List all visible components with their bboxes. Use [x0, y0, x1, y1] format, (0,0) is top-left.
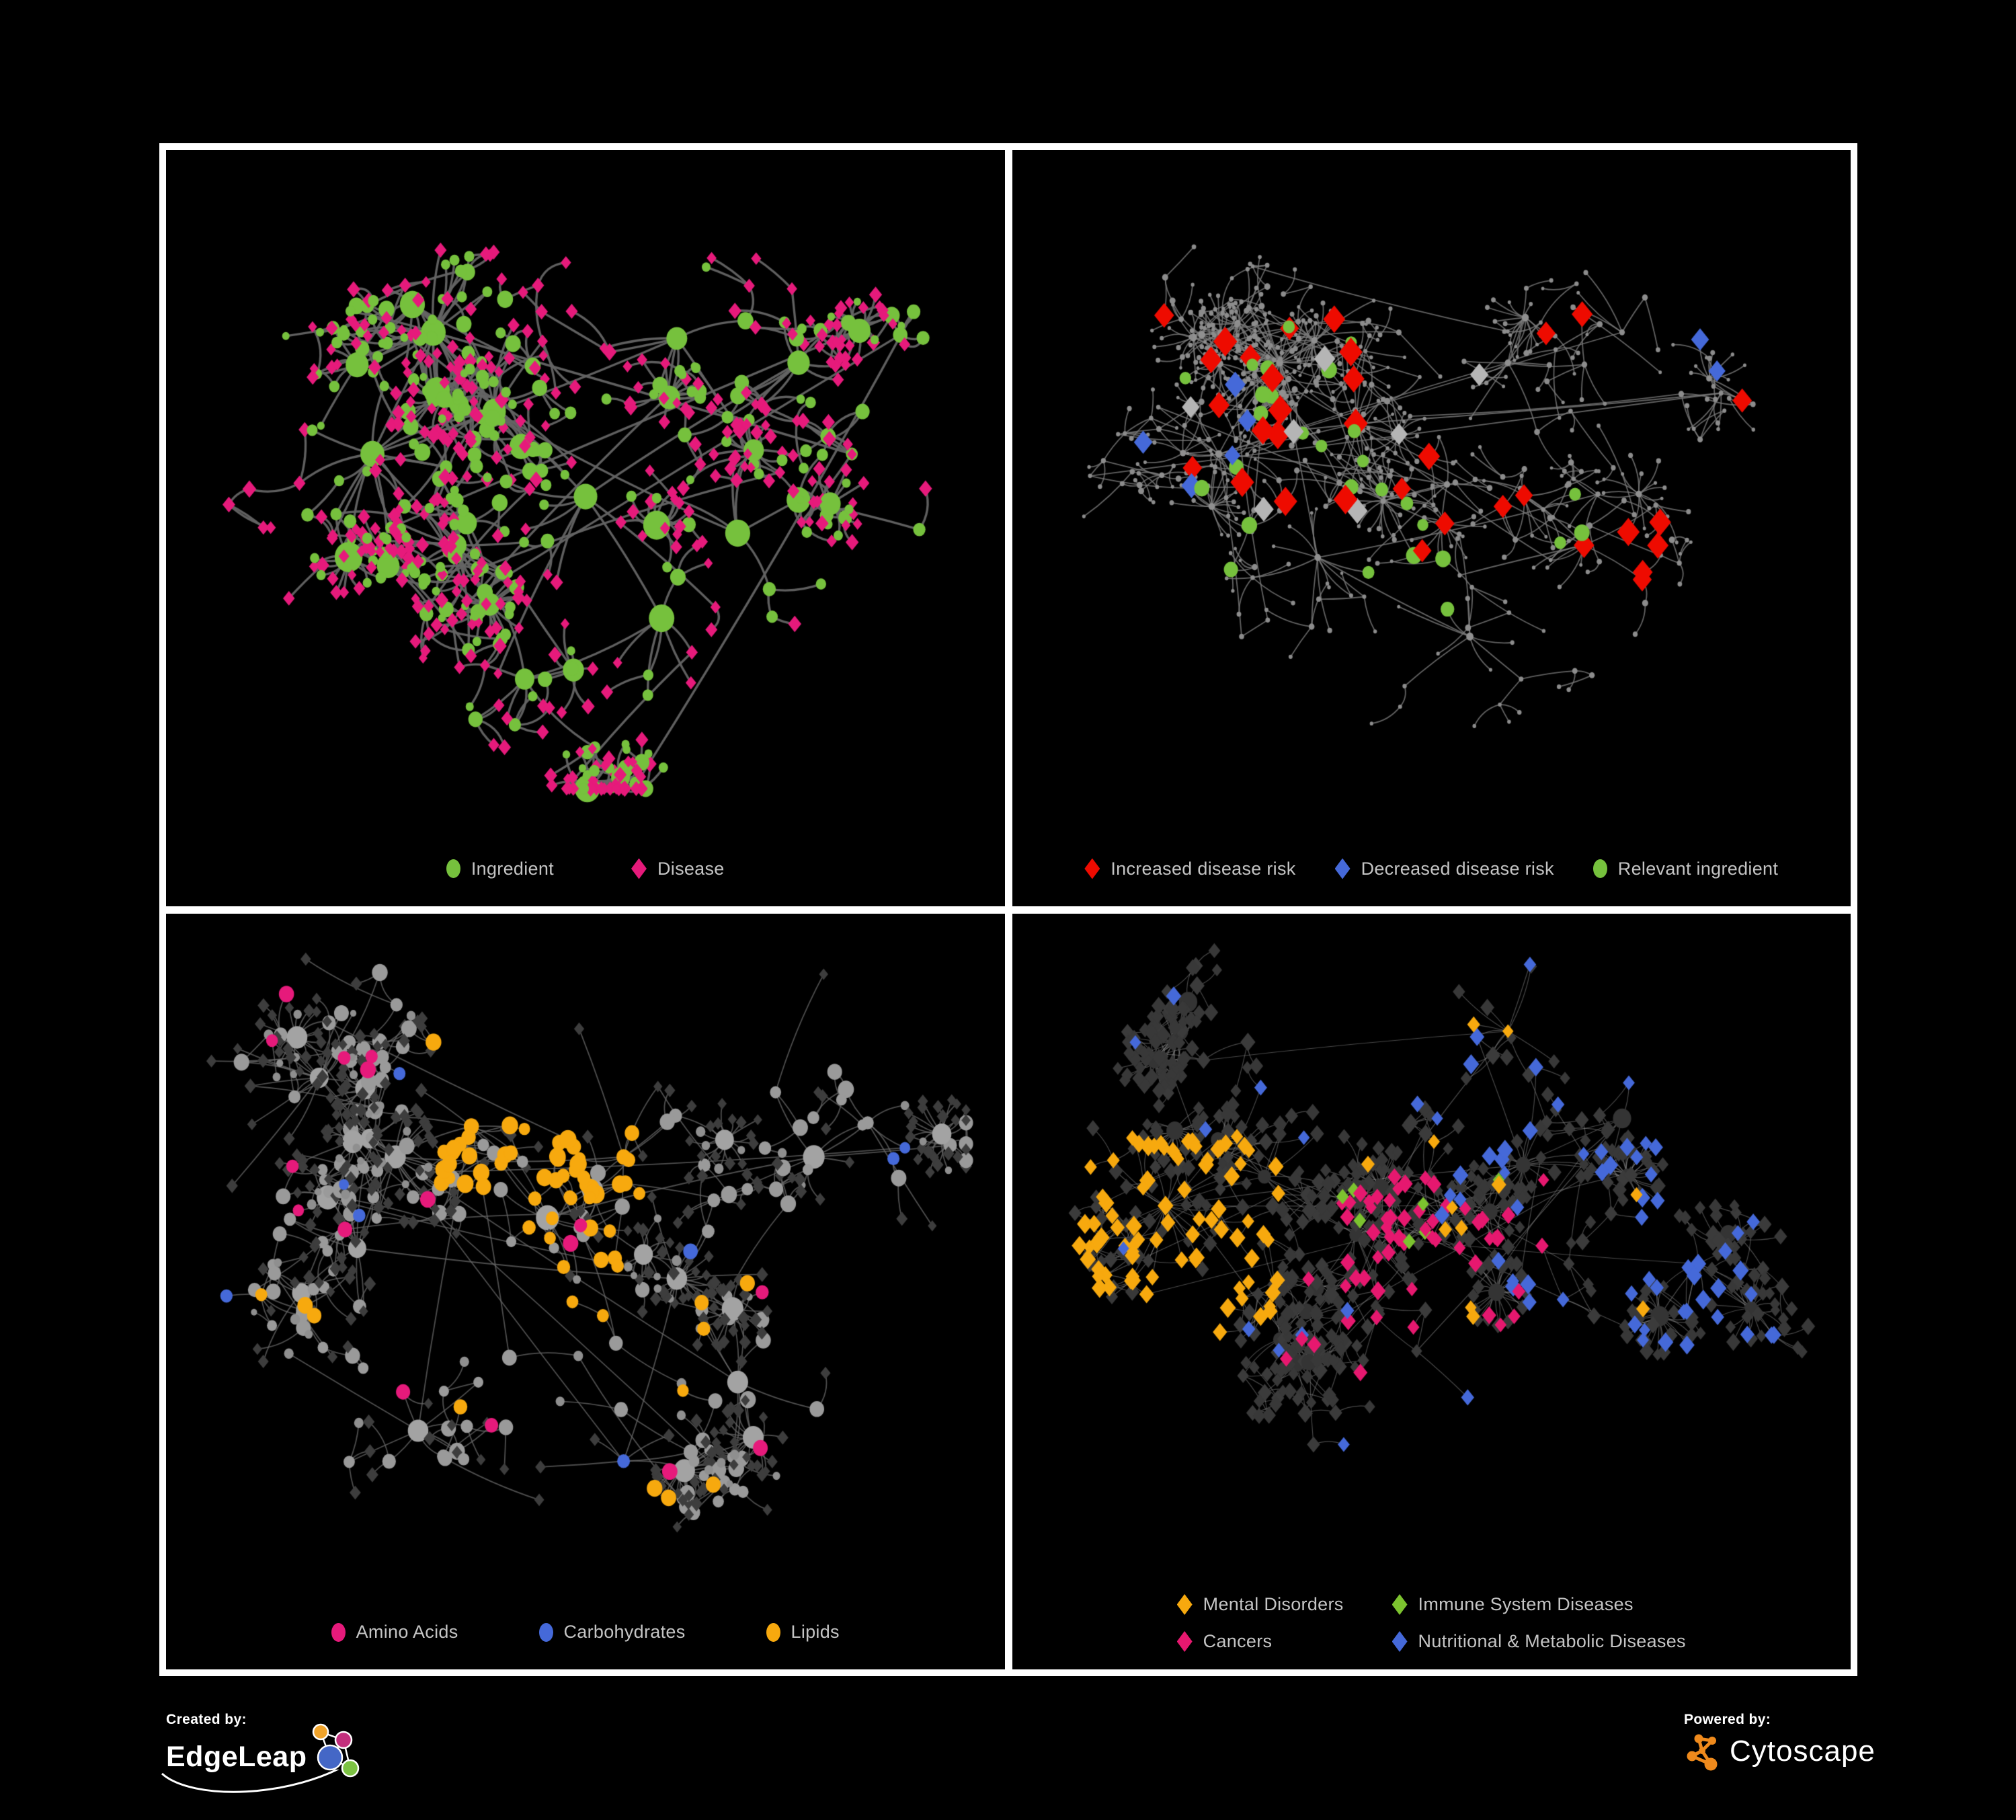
- diamond-swatch-icon: [1176, 1631, 1193, 1652]
- figure-grid: Ingredient Disease Increased disease risk…: [159, 143, 1857, 1676]
- panel-ingredient-disease: Ingredient Disease: [166, 150, 1005, 906]
- legend-item-decreased-disease-risk: Decreased disease risk: [1334, 858, 1554, 879]
- legend-item-relevant-ingredient: Relevant ingredient: [1592, 858, 1779, 879]
- edgeleap-wordmark: EdgeLeap: [166, 1740, 307, 1773]
- edgeleap-attribution: Created by: EdgeLeap: [161, 1712, 362, 1793]
- legend-label: Increased disease risk: [1111, 858, 1296, 879]
- legend-item-amino-acids: Amino Acids: [331, 1622, 458, 1643]
- network-canvas-disease-classes: [1012, 913, 1851, 1669]
- edgeleap-logo-icon: [312, 1723, 359, 1778]
- legend-nutrient-classes: Amino Acids Carbohydrates Lipids: [166, 1622, 1005, 1643]
- created-by-label: Created by:: [166, 1712, 247, 1727]
- legend-label: Amino Acids: [356, 1622, 458, 1642]
- legend-label: Cancers: [1203, 1631, 1273, 1651]
- legend-label: Lipids: [791, 1622, 840, 1642]
- panel-nutrient-classes: Amino Acids Carbohydrates Lipids: [166, 913, 1005, 1669]
- legend-disease-classes: Mental Disorders Immune System Diseases Ca…: [1012, 1594, 1851, 1652]
- ellipse-swatch-icon: [538, 1622, 553, 1642]
- ellipse-swatch-icon: [331, 1622, 346, 1642]
- powered-by-label: Powered by:: [1684, 1712, 1771, 1727]
- legend-disease-risk: Increased disease risk Decreased disease …: [1012, 858, 1851, 879]
- diamond-swatch-icon: [1084, 858, 1100, 879]
- ellipse-swatch-icon: [766, 1622, 780, 1642]
- legend-item-increased-disease-risk: Increased disease risk: [1084, 858, 1296, 879]
- legend-item-cancers: Cancers: [1176, 1631, 1344, 1652]
- diamond-swatch-icon: [1392, 1594, 1408, 1615]
- legend-label: Disease: [657, 858, 725, 879]
- legend-item-lipids: Lipids: [766, 1622, 840, 1643]
- ellipse-swatch-icon: [1592, 859, 1607, 878]
- cytoscape-attribution: Powered by: Cytoscape: [1684, 1712, 1876, 1772]
- panel-disease-classes: Mental Disorders Immune System Diseases Ca…: [1012, 913, 1851, 1669]
- network-canvas-disease-risk: [1012, 150, 1851, 906]
- diamond-swatch-icon: [631, 858, 647, 879]
- legend-item-immune-system-diseases: Immune System Diseases: [1392, 1594, 1686, 1615]
- cytoscape-wordmark: Cytoscape: [1730, 1735, 1876, 1768]
- legend-label: Immune System Diseases: [1418, 1594, 1634, 1614]
- diamond-swatch-icon: [1392, 1631, 1408, 1652]
- diamond-swatch-icon: [1334, 858, 1350, 879]
- legend-label: Carbohydrates: [563, 1622, 686, 1642]
- legend-label: Decreased disease risk: [1361, 858, 1554, 879]
- legend-item-ingredient: Ingredient: [446, 859, 554, 879]
- cytoscape-logo-icon: [1687, 1734, 1718, 1771]
- ellipse-swatch-icon: [446, 859, 460, 878]
- legend-item-disease: Disease: [631, 858, 725, 879]
- legend-item-carbohydrates: Carbohydrates: [538, 1622, 686, 1643]
- legend-ingredient-disease: Ingredient Disease: [166, 858, 1005, 879]
- legend-label: Relevant ingredient: [1617, 858, 1779, 879]
- legend-label: Nutritional & Metabolic Diseases: [1418, 1631, 1686, 1651]
- network-canvas-ingredient-disease: [166, 150, 1005, 906]
- legend-label: Mental Disorders: [1203, 1594, 1344, 1614]
- legend-item-mental-disorders: Mental Disorders: [1176, 1594, 1344, 1615]
- legend-item-nutritional-metabolic-diseases: Nutritional & Metabolic Diseases: [1392, 1631, 1686, 1652]
- diamond-swatch-icon: [1176, 1594, 1193, 1615]
- panel-disease-risk: Increased disease risk Decreased disease …: [1012, 150, 1851, 906]
- legend-label: Ingredient: [471, 858, 554, 879]
- network-canvas-nutrient-classes: [166, 913, 1005, 1669]
